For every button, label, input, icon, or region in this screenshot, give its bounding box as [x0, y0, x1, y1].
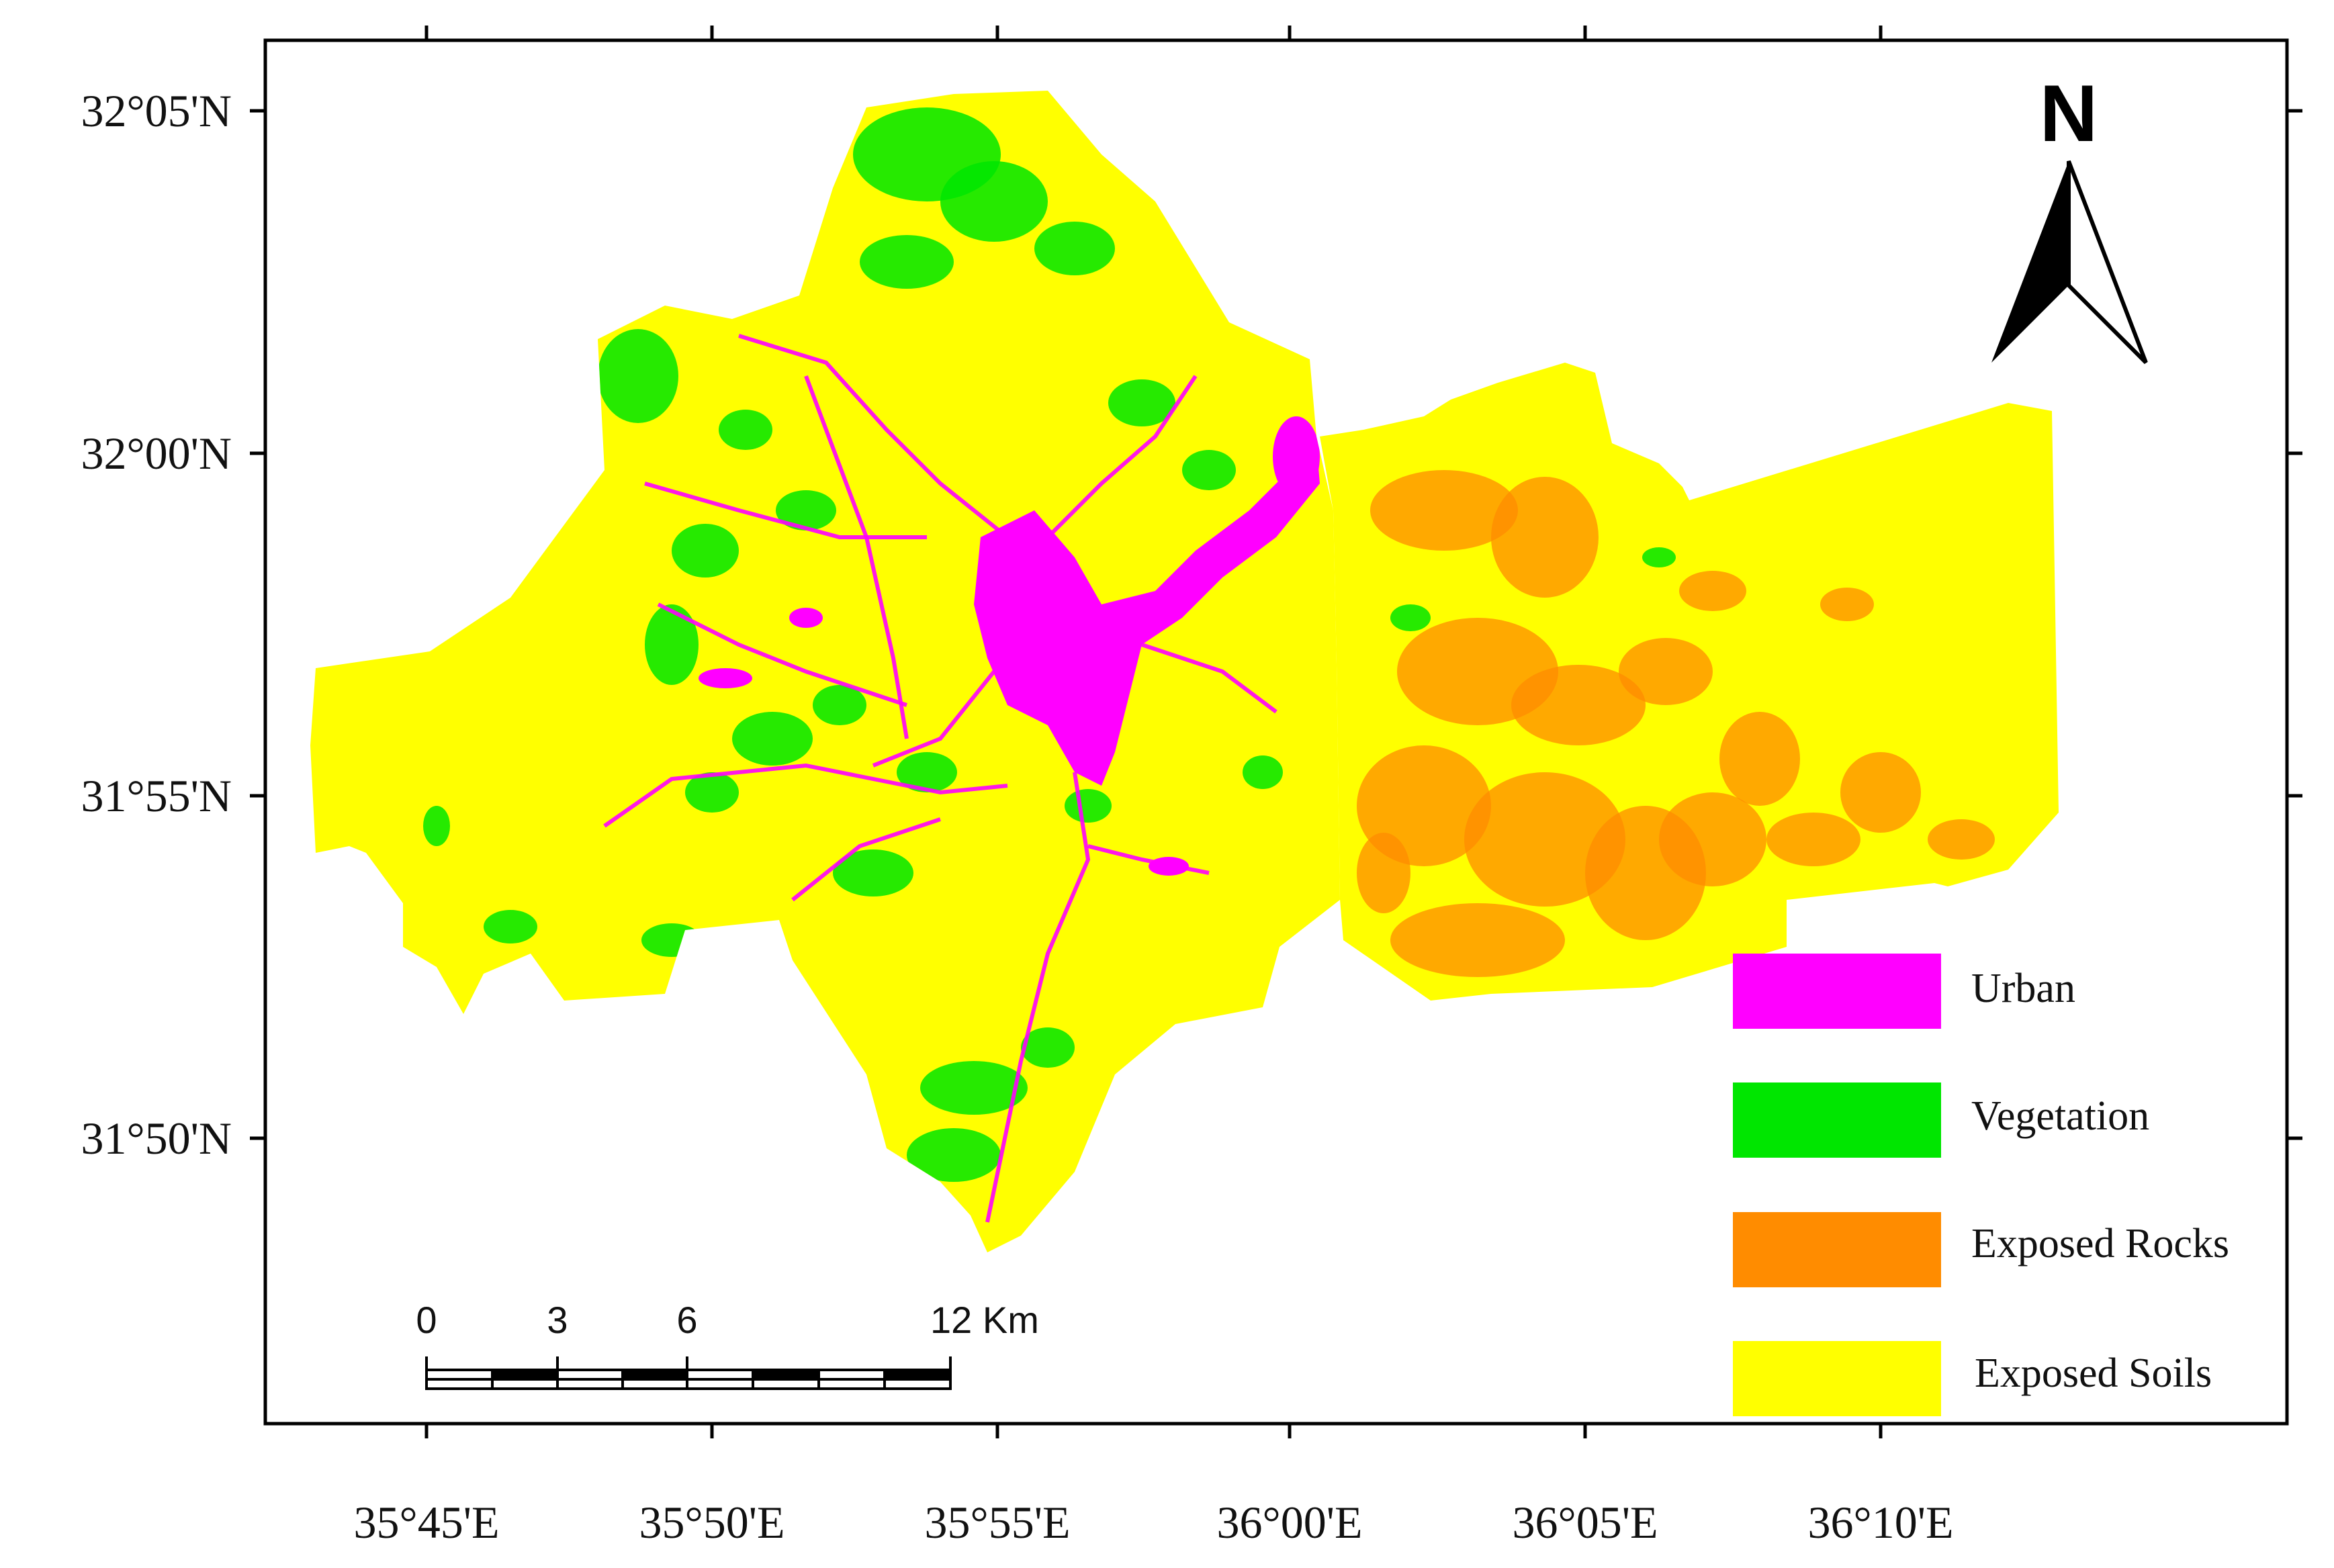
lon-label-3: 35°55'E — [925, 1497, 1071, 1548]
scale-bar: 0 3 6 12 Km — [416, 1299, 1039, 1390]
legend-swatch-exposed-soils — [1733, 1341, 1941, 1416]
legend-swatch-vegetation — [1733, 1082, 1941, 1158]
lat-label-1: 32°05'N — [81, 85, 232, 136]
legend: Urban Vegetation Exposed Rocks Exposed S… — [1733, 954, 2229, 1416]
lon-label-2: 35°50'E — [639, 1497, 785, 1548]
legend-swatch-urban — [1733, 954, 1941, 1029]
scale-bar-segments — [425, 1356, 952, 1390]
lat-label-2: 32°00'N — [81, 428, 232, 479]
scale-tick-0: 0 — [416, 1299, 437, 1341]
scale-tick-6: 6 — [676, 1299, 697, 1341]
scale-tick-3: 3 — [547, 1299, 568, 1341]
north-arrow: N — [1991, 68, 2148, 365]
frame-ticks — [250, 26, 2302, 1438]
lon-label-6: 36°10'E — [1808, 1497, 1954, 1548]
legend-label-urban: Urban — [1971, 966, 2075, 1011]
urban-areas — [699, 416, 1320, 876]
longitude-labels: 35°45'E 35°50'E 35°55'E 36°00'E 36°05'E … — [354, 1497, 1954, 1548]
scale-tick-12: 12 Km — [930, 1299, 1039, 1341]
lon-label-1: 35°45'E — [354, 1497, 500, 1548]
legend-label-exposed-rocks: Exposed Rocks — [1971, 1221, 2229, 1266]
exposed-rocks-patches — [1357, 470, 1995, 977]
north-arrow-dark-half — [1991, 161, 2069, 363]
study-area — [310, 91, 2059, 1252]
north-label: N — [2040, 68, 2098, 158]
study-area-west — [310, 91, 1340, 1252]
lat-label-4: 31°50'N — [81, 1113, 232, 1164]
lon-label-4: 36°00'E — [1217, 1497, 1363, 1548]
legend-swatch-exposed-rocks — [1733, 1212, 1941, 1287]
legend-label-vegetation: Vegetation — [1971, 1093, 2149, 1139]
north-arrow-light-half — [2067, 160, 2148, 365]
lon-label-5: 36°05'E — [1513, 1497, 1658, 1548]
lat-label-3: 31°55'N — [81, 770, 232, 821]
legend-label-exposed-soils: Exposed Soils — [1975, 1350, 2212, 1396]
urban-roads — [603, 334, 1277, 1223]
vegetation-patches-east — [1390, 547, 1676, 631]
latitude-labels: 32°05'N 32°00'N 31°55'N 31°50'N — [81, 85, 232, 1164]
vegetation-patches — [423, 107, 1283, 1182]
